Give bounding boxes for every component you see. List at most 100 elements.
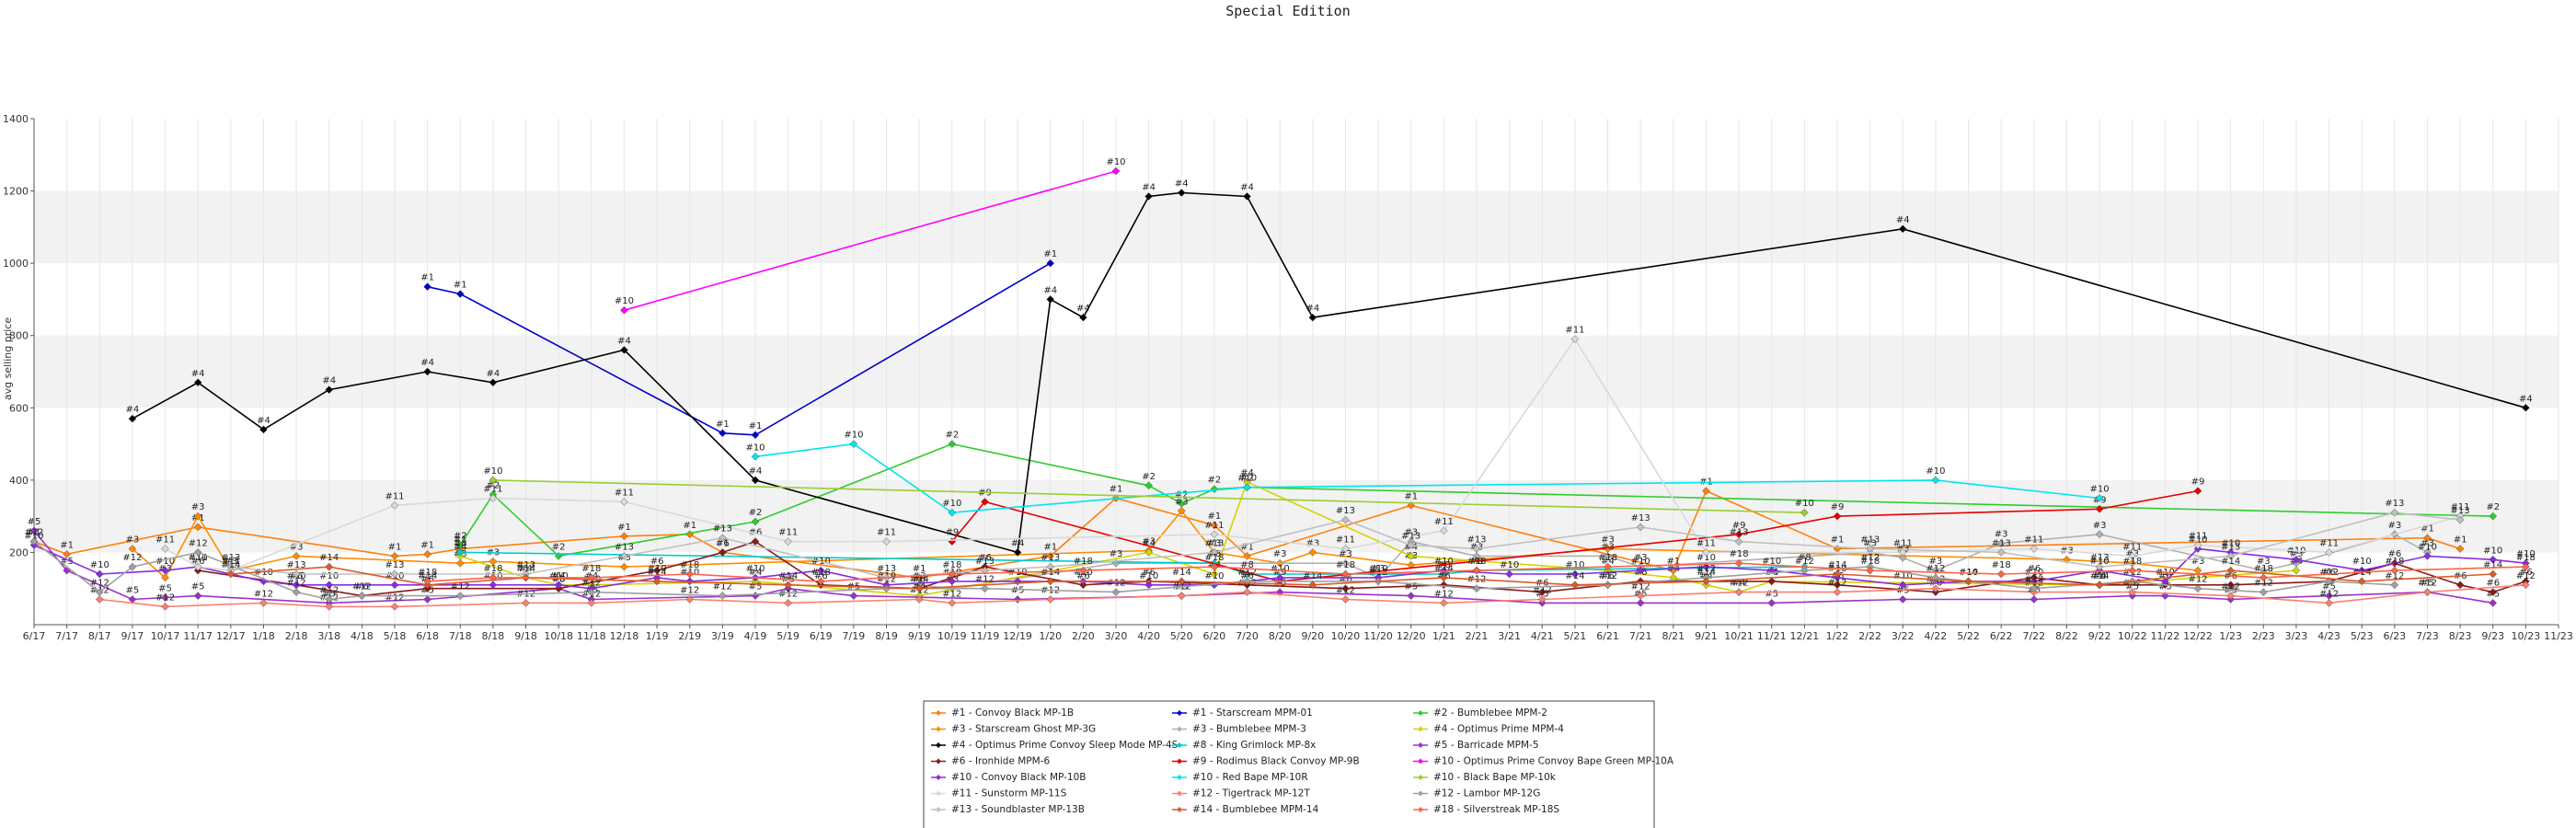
data-label: #13 [221, 553, 240, 563]
data-label: #12 [2319, 589, 2339, 599]
data-point [1210, 548, 1219, 557]
data-label: #13 [1860, 535, 1880, 546]
data-point [489, 557, 498, 566]
data-point [1407, 552, 1416, 560]
data-point [1308, 313, 1317, 322]
data-point [2030, 595, 2039, 604]
data-label: #12 [90, 579, 109, 589]
data-label: #12 [254, 589, 273, 599]
data-label: #4 [1896, 215, 1910, 225]
legend-label: #10 - Red Bape MP-10R [1192, 772, 1308, 783]
x-tick-label: 12/20 [1397, 630, 1426, 642]
data-point [1013, 548, 1022, 557]
data-point [1177, 189, 1186, 197]
data-label: #6 [191, 557, 205, 567]
x-tick-label: 2/22 [1858, 630, 1881, 642]
series: #10 #10 #10 #10 #10 #10 [745, 431, 2110, 517]
data-label: #14 [1172, 568, 1191, 578]
data-point [1570, 569, 1580, 579]
data-label: #6 [650, 557, 664, 567]
data-label: #10 [1762, 557, 1781, 567]
legend-item: #10 - Optimus Prime Convoy Bape Green MP… [1413, 756, 1674, 767]
legend-item: #18 - Silverstreak MP-18S [1413, 804, 1559, 815]
data-point [1144, 548, 1153, 557]
legend-item: #4 - Optimus Prime Convoy Sleep Mode MP-… [931, 740, 1179, 751]
data-label: #13 [516, 560, 535, 570]
data-point [882, 537, 891, 546]
x-tick-label: 8/22 [2055, 630, 2078, 642]
data-label: #2 [454, 532, 467, 542]
data-label: #14 [1303, 571, 1322, 581]
series-line [132, 510, 2199, 580]
data-label: #4 [552, 571, 566, 581]
x-tick-label: 11/18 [577, 630, 606, 642]
data-label: #10 [319, 571, 339, 581]
x-tick-label: 7/23 [2416, 630, 2439, 642]
data-point [1341, 515, 1350, 524]
x-tick-label: 8/20 [1269, 630, 1292, 642]
data-point [1079, 313, 1087, 322]
x-tick-label: 4/18 [351, 630, 374, 642]
data-label: #14 [1434, 564, 1454, 574]
data-point [1144, 581, 1153, 590]
data-label: #4 [617, 336, 631, 346]
data-label: #5 [60, 557, 74, 567]
y-tick-label: 600 [9, 402, 29, 414]
data-label: #3 [2387, 521, 2401, 531]
data-label: #13 [2385, 499, 2404, 509]
legend-label: #5 - Barricade MPM-5 [1433, 740, 1539, 751]
data-label: #12 [1533, 586, 1552, 596]
data-point [2423, 588, 2432, 596]
legend-label: #8 - King Grimlock MP-8x [1192, 740, 1316, 751]
x-tick-label: 2/23 [2252, 630, 2275, 642]
data-label: #11 [221, 557, 240, 567]
data-label: #13 [1041, 553, 1060, 563]
data-point [325, 581, 334, 590]
data-label: #13 [1336, 506, 1355, 516]
data-label: #3 [1110, 549, 1123, 559]
data-point [161, 566, 169, 575]
data-point [784, 537, 792, 546]
data-point [981, 498, 989, 506]
x-tick-label: 4/22 [1925, 630, 1948, 642]
legend-label: #11 - Sunstorm MP-11S [951, 788, 1067, 799]
data-point [1341, 545, 1350, 553]
data-point [292, 569, 301, 579]
data-label: #1 [454, 535, 467, 546]
legend-item: #8 - King Grimlock MP-8x [1172, 740, 1316, 751]
legend-marker [936, 790, 941, 797]
data-label: #2 [945, 431, 959, 441]
data-point [914, 584, 924, 592]
data-label: #3 [1305, 538, 1319, 548]
data-point [2489, 599, 2498, 607]
legend-marker [936, 710, 941, 716]
y-tick-label: 1000 [3, 258, 29, 270]
data-label: #3 [1175, 497, 1189, 507]
data-label: #13 [287, 560, 306, 570]
data-label: #10 [2516, 549, 2536, 559]
data-label: #11 [2122, 542, 2142, 552]
data-label: #4 [2093, 571, 2107, 581]
data-point [1833, 512, 1842, 521]
data-point [587, 599, 596, 607]
series: #11#11 #11#11#11 #11#11 #11#11#11#11#11#11 #… [155, 326, 2470, 575]
data-label: #12 [287, 579, 306, 589]
data-point [1767, 577, 1777, 586]
data-point [423, 367, 431, 376]
data-label: #14 [1041, 568, 1060, 578]
data-label: #12 [319, 586, 339, 596]
x-tick-label: 4/23 [2317, 630, 2340, 642]
data-label: #4 [1011, 538, 1025, 548]
data-label: #12 [1795, 557, 1814, 567]
data-point [2226, 592, 2235, 600]
data-point [1636, 523, 1645, 532]
data-label: #5 [1404, 582, 1418, 592]
x-tick-label: 2/21 [1466, 630, 1489, 642]
data-label: #12 [1926, 564, 1945, 574]
x-tick-label: 1/18 [252, 630, 275, 642]
data-label: #3 [1273, 549, 1287, 559]
data-label: #14 [1827, 560, 1846, 570]
data-point [2455, 515, 2465, 524]
y-tick-label: 1400 [3, 113, 29, 125]
x-tick-label: 2/18 [285, 630, 308, 642]
